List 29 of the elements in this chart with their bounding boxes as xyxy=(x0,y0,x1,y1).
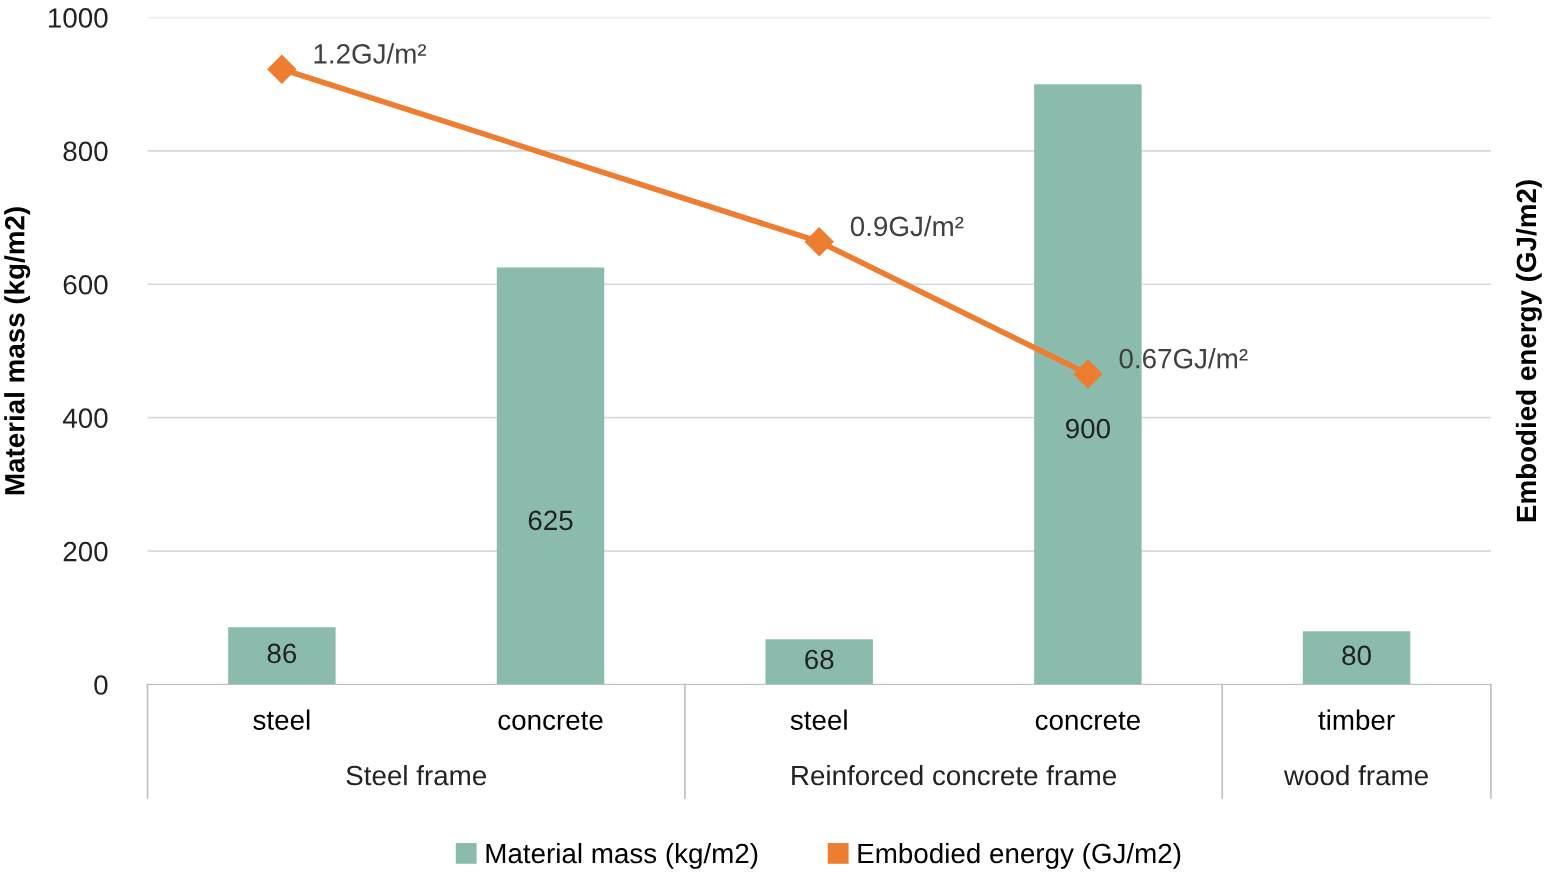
y-tick-label: 800 xyxy=(63,141,108,162)
data-label: 68 xyxy=(805,649,834,670)
data-label: 1.2GJ/m² xyxy=(314,43,427,64)
data-label: 0.9GJ/m² xyxy=(850,215,964,237)
x-tick-label: concrete xyxy=(498,711,603,730)
y2-axis-title: Embodied energy (GJ/m2) xyxy=(1515,180,1542,522)
y-axis-title: Material mass (kg/m2) xyxy=(4,207,31,495)
x-tick-label: steel xyxy=(790,709,847,730)
data-label: 80 xyxy=(1342,645,1371,666)
text: wood frame xyxy=(1283,764,1428,786)
bar xyxy=(765,639,873,685)
bar xyxy=(228,627,336,685)
y-tick-label: 1000 xyxy=(48,8,108,28)
y-tick-label: 400 xyxy=(62,408,108,429)
y-tick-label: 200 xyxy=(63,541,108,562)
x-tick-label: steel xyxy=(253,709,310,730)
bar xyxy=(1302,631,1411,685)
text: Steel frame xyxy=(346,764,486,786)
data-label: 86 xyxy=(267,643,297,664)
x-tick-label: timber xyxy=(1318,709,1395,730)
x-tick-label: concrete xyxy=(1035,711,1140,730)
data-label: 900 xyxy=(1066,418,1110,439)
data-label: 625 xyxy=(528,510,573,531)
legend-label: Material mass (kg/m2) xyxy=(486,842,758,869)
legend-label: Embodied energy (GJ/m2) xyxy=(858,842,1181,869)
y-tick-label: 0 xyxy=(94,675,108,695)
text: Reinforced concrete frame xyxy=(792,764,1116,786)
bar xyxy=(496,267,605,685)
y-tick-label: 600 xyxy=(63,274,108,295)
